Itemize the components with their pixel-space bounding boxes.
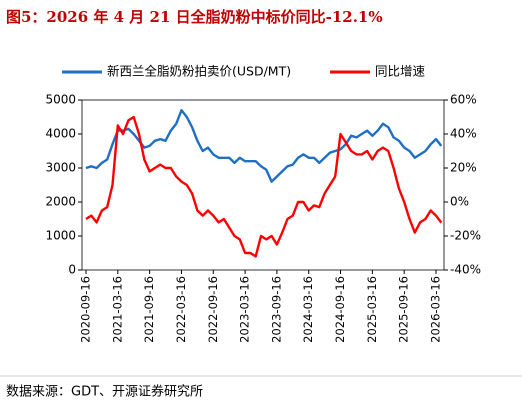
y-tick-label: 4000 bbox=[45, 127, 76, 141]
y2-tick-label: 0% bbox=[450, 195, 469, 209]
x-tick-label: 2022-09-16 bbox=[206, 276, 220, 343]
y-tick-label: 1000 bbox=[45, 229, 76, 243]
x-tick-label: 2023-03-16 bbox=[238, 276, 252, 343]
chart-title: 图5：2026 年 4 月 21 日全脂奶粉中标价同比-12.1% bbox=[6, 8, 383, 26]
y2-tick-label: 20% bbox=[450, 161, 477, 175]
y-tick-label: 5000 bbox=[45, 93, 76, 107]
y2-tick-label: -40% bbox=[450, 263, 481, 277]
source: 数据来源：GDT、开源证券研究所 bbox=[6, 384, 203, 400]
series-line bbox=[85, 115, 443, 258]
x-tick-label: 2021-03-16 bbox=[110, 276, 124, 343]
series-line bbox=[85, 109, 443, 183]
x-tick-label: 2025-09-16 bbox=[397, 276, 411, 343]
x-tick-label: 2024-09-16 bbox=[333, 276, 347, 343]
legend-label: 新西兰全脂奶粉拍卖价(USD/MT) bbox=[107, 64, 291, 79]
x-tick-label: 2022-03-16 bbox=[174, 276, 188, 343]
y-tick-label: 3000 bbox=[45, 161, 76, 175]
y2-tick-label: 40% bbox=[450, 127, 477, 141]
x-tick-label: 2025-03-16 bbox=[365, 276, 379, 343]
plot-frame bbox=[81, 99, 445, 271]
x-tick-label: 2023-09-16 bbox=[269, 276, 283, 343]
x-tick-label: 2024-03-16 bbox=[301, 276, 315, 343]
y2-tick-label: 60% bbox=[450, 93, 477, 107]
x-tick-label: 2026-03-16 bbox=[429, 276, 443, 343]
y-tick-label: 0 bbox=[68, 263, 76, 277]
y2-tick-label: -20% bbox=[450, 229, 481, 243]
x-tick-label: 2020-09-16 bbox=[79, 276, 93, 343]
legend-label: 同比增速 bbox=[375, 64, 426, 79]
y-tick-label: 2000 bbox=[45, 195, 76, 209]
x-tick-label: 2021-09-16 bbox=[142, 276, 156, 343]
